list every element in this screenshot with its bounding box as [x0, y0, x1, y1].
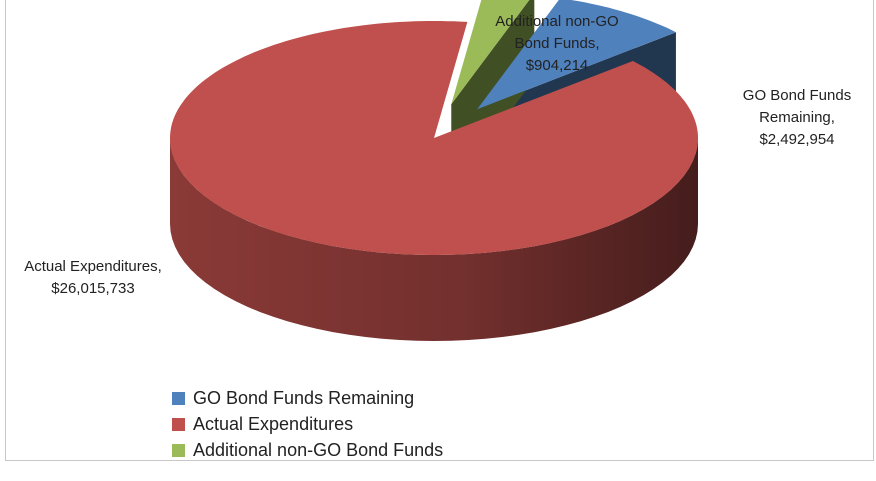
legend-label-actual-expenditures: Actual Expenditures [193, 413, 354, 434]
pie-slice-1 [170, 21, 698, 255]
legend-item-actual-expenditures: Actual Expenditures [172, 411, 443, 437]
legend: GO Bond Funds Remaining Actual Expenditu… [172, 385, 443, 463]
legend-label-go-bond: GO Bond Funds Remaining [193, 387, 415, 408]
pie-slice-0 [477, 0, 676, 110]
data-label-actual-expenditures: Actual Expenditures, $26,015,733 [24, 258, 162, 297]
pie-tops [170, 0, 698, 255]
legend-swatch-non-go [172, 443, 185, 457]
legend-swatch-actual-expenditures [172, 417, 185, 431]
pie-slice-2 [451, 0, 530, 105]
legend-label-non-go: Additional non-GO Bond Funds [193, 439, 444, 460]
pie-side-1 [170, 138, 698, 341]
legend-item-go-bond: GO Bond Funds Remaining [172, 385, 443, 411]
data-label-go-bond: GO Bond Funds Remaining, $2,492,954 [742, 87, 852, 148]
data-label-non-go: Additional non-GO Bond Funds, $904,214 [495, 13, 619, 74]
legend-swatch-go-bond [172, 391, 185, 405]
chart-frame [5, 0, 874, 461]
legend-item-non-go: Additional non-GO Bond Funds [172, 437, 443, 463]
